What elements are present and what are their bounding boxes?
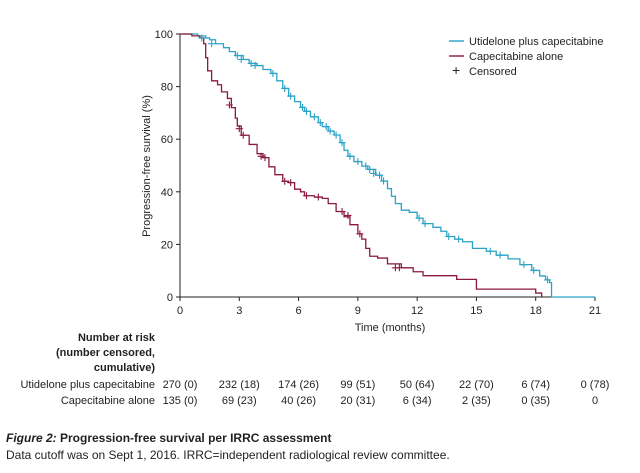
risk-heading-line2: (number censored, (56, 347, 155, 359)
x-tick-label: 15 (470, 305, 482, 317)
censor-mark-series-1 (316, 119, 324, 127)
censor-mark-series-1 (281, 84, 289, 92)
censor-mark-series-1 (233, 52, 241, 60)
risk-cell: 174 (26) (278, 379, 319, 391)
risk-heading-line3: cumulative) (94, 362, 155, 374)
censor-mark-series-1 (326, 127, 334, 135)
series-line-2 (180, 33, 543, 297)
series-line-1 (180, 33, 595, 298)
censor-mark-series-1 (287, 92, 295, 100)
risk-cell: 40 (26) (281, 395, 316, 407)
censor-mark-series-2 (235, 125, 243, 133)
censor-mark-series-1 (237, 56, 245, 64)
censor-mark-series-1 (354, 158, 362, 166)
censor-mark-series-1 (310, 113, 318, 121)
censor-mark-series-1 (544, 276, 552, 284)
risk-heading-line1: Number at risk (78, 332, 156, 344)
y-axis-title: Progression-free survival (%) (141, 95, 153, 237)
figure-label: Figure 2: (6, 431, 57, 445)
censor-mark-series-2 (302, 192, 310, 200)
risk-cell: 2 (35) (462, 395, 491, 407)
legend-label-censored: Censored (469, 66, 517, 78)
figure-title: Progression-free survival per IRRC asses… (56, 431, 332, 445)
censor-mark-series-1 (338, 139, 346, 147)
censor-mark-series-2 (314, 193, 322, 201)
figure-caption-note: Data cutoff was on Sept 1, 2016. IRRC=in… (6, 448, 450, 462)
risk-table: Number at risk (number censored, cumulat… (20, 332, 609, 407)
censor-mark-series-1 (486, 247, 494, 255)
x-axis-title: Time (months) (355, 322, 426, 334)
censor-mark-series-1 (362, 162, 370, 170)
censor-mark-series-1 (530, 266, 538, 274)
y-tick-label: 80 (161, 82, 173, 94)
censor-mark-series-2 (239, 131, 247, 139)
censor-mark-series-1 (370, 169, 378, 177)
censor-mark-series-1 (299, 103, 307, 111)
censor-mark-series-1 (247, 59, 255, 67)
censor-mark-series-1 (346, 152, 354, 160)
figure-caption-title: Figure 2: Progression-free survival per … (6, 430, 636, 446)
censor-mark-series-1 (251, 62, 259, 70)
censor-mark-series-1 (496, 251, 504, 259)
censor-mark-series-1 (445, 233, 453, 241)
censor-mark-series-1 (455, 235, 463, 243)
censor-mark-series-2 (338, 208, 346, 216)
y-tick-label: 60 (161, 134, 173, 146)
legend-label-series1: Utidelone plus capecitabine (469, 36, 604, 48)
y-tick-label: 100 (155, 29, 173, 41)
risk-cell: 99 (51) (340, 379, 375, 391)
risk-cell: 0 (78) (581, 379, 610, 391)
x-tick-label: 12 (411, 305, 423, 317)
censor-mark-series-2 (287, 179, 295, 187)
censor-mark-series-1 (302, 107, 310, 115)
risk-cell: 6 (34) (403, 395, 432, 407)
risk-row-label: Capecitabine alone (61, 395, 155, 407)
censor-mark-series-1 (269, 69, 277, 77)
censor-mark-series-2 (395, 264, 403, 272)
y-tick-label: 0 (167, 292, 173, 304)
censor-mark-series-2 (356, 230, 364, 238)
risk-cell: 135 (0) (163, 395, 198, 407)
risk-cell: 6 (74) (521, 379, 550, 391)
x-tick-label: 0 (177, 305, 183, 317)
censor-mark-series-2 (225, 101, 233, 109)
risk-cell: 0 (592, 395, 598, 407)
censor-mark-series-1 (366, 165, 374, 173)
risk-cell: 22 (70) (459, 379, 494, 391)
censor-mark-series-1 (322, 123, 330, 131)
x-tick-label: 3 (236, 305, 242, 317)
censor-mark-series-1 (208, 40, 216, 48)
x-tick-label: 18 (530, 305, 542, 317)
censor-mark-series-1 (376, 171, 384, 179)
legend-censored-symbol: + (452, 62, 460, 78)
censor-mark-series-1 (421, 220, 429, 228)
y-tick-label: 20 (161, 239, 173, 251)
risk-cell: 50 (64) (400, 379, 435, 391)
censor-mark-series-1 (520, 261, 528, 269)
x-tick-label: 9 (355, 305, 361, 317)
risk-cell: 20 (31) (340, 395, 375, 407)
censor-mark-series-2 (257, 152, 265, 160)
risk-cell: 232 (18) (219, 379, 260, 391)
x-tick-label: 6 (296, 305, 302, 317)
risk-row-label: Utidelone plus capecitabine (20, 379, 155, 391)
risk-cell: 270 (0) (163, 379, 198, 391)
censor-mark-series-2 (261, 154, 269, 162)
censor-mark-series-2 (344, 211, 352, 219)
risk-cell: 0 (35) (521, 395, 550, 407)
legend: Utidelone plus capecitabine Capecitabine… (449, 36, 604, 78)
pfs-kaplan-meier-chart: 0 3 6 9 12 15 18 21 0 20 40 60 80 100 Progression-fre… (20, 29, 609, 407)
censor-mark-series-1 (380, 177, 388, 185)
censor-mark-series-1 (415, 214, 423, 222)
censor-mark-series-2 (281, 177, 289, 185)
censor-mark-series-1 (198, 34, 206, 42)
legend-label-series2: Capecitabine alone (469, 51, 563, 63)
censor-mark-series-1 (332, 131, 340, 139)
risk-cell: 69 (23) (222, 395, 257, 407)
x-tick-label: 21 (589, 305, 601, 317)
y-tick-label: 40 (161, 187, 173, 199)
